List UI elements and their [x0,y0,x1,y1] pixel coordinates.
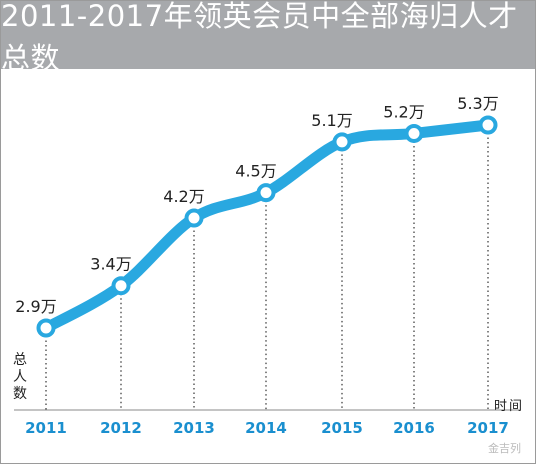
x-tick-label-2012: 2012 [100,419,142,437]
chart-title-bar: 2011-2017年领英会员中全部海归人才总数 [1,0,535,75]
x-axis-label: 时间 [494,399,525,414]
x-tick-label-2014: 2014 [245,419,287,437]
data-label-2012: 3.4万 [90,255,131,274]
y-axis-label: 总人数 [13,352,27,402]
data-point-2017 [478,115,498,135]
x-tick-label-2016: 2016 [393,419,435,437]
data-point-2013 [184,208,204,228]
x-tick-label-2017: 2017 [467,419,509,437]
data-label-2016: 5.2万 [383,102,424,121]
data-label-2013: 4.2万 [163,187,204,206]
data-label-2014: 4.5万 [235,162,276,181]
x-tick-label-2013: 2013 [173,419,215,437]
data-label-2017: 5.3万 [457,94,498,113]
chart-title: 2011-2017年领英会员中全部海归人才总数 [1,0,518,75]
data-point-2012 [111,276,131,296]
x-tick-label-2015: 2015 [321,419,363,437]
data-point-2015 [332,132,352,152]
data-label-2011: 2.9万 [15,297,56,316]
watermark-logo: 金吉列 [488,442,521,455]
series-line [40,119,494,334]
data-point-2011 [36,318,56,338]
x-tick-label-2011: 2011 [25,419,67,437]
data-point-2016 [404,123,424,143]
data-label-2015: 5.1万 [311,111,352,130]
data-point-2014 [256,183,276,203]
